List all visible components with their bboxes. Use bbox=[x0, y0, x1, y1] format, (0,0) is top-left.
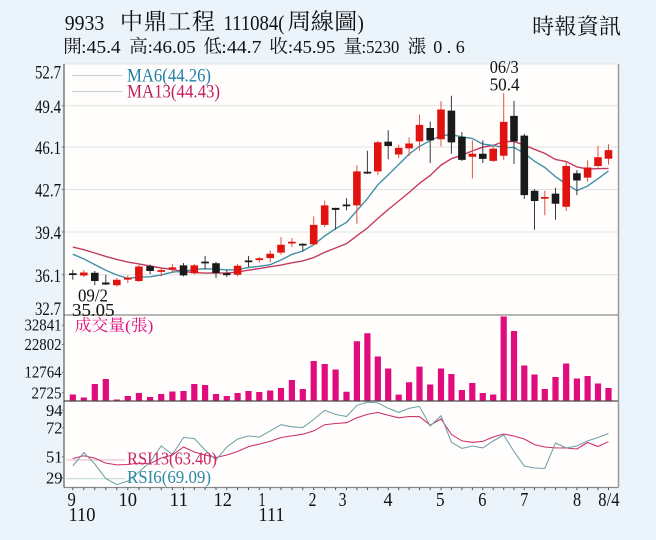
svg-text:2: 2 bbox=[309, 489, 317, 511]
svg-text:9933: 9933 bbox=[65, 11, 105, 35]
svg-text:32.7: 32.7 bbox=[35, 299, 61, 320]
svg-text:36.1: 36.1 bbox=[35, 266, 61, 287]
svg-text:46.1: 46.1 bbox=[35, 138, 61, 159]
svg-text:52.7: 52.7 bbox=[35, 62, 61, 83]
svg-text:9: 9 bbox=[68, 489, 76, 511]
svg-text:3: 3 bbox=[339, 489, 347, 511]
svg-text:(: ( bbox=[125, 318, 131, 335]
svg-text:1: 1 bbox=[259, 489, 266, 511]
svg-text::44.7: :44.7 bbox=[221, 37, 261, 57]
svg-text:MA6(44.26): MA6(44.26) bbox=[127, 67, 211, 87]
svg-text:8: 8 bbox=[573, 489, 581, 511]
svg-text:6: 6 bbox=[478, 489, 486, 511]
svg-text::45.95: :45.95 bbox=[288, 37, 335, 57]
svg-text:09/2: 09/2 bbox=[78, 286, 108, 306]
svg-text:MA13(44.43): MA13(44.43) bbox=[127, 83, 220, 103]
svg-text::45.4: :45.4 bbox=[81, 37, 121, 57]
svg-text:42.7: 42.7 bbox=[35, 181, 61, 202]
svg-text:12764: 12764 bbox=[25, 363, 62, 382]
svg-text:8/4: 8/4 bbox=[598, 489, 619, 511]
svg-text:29: 29 bbox=[46, 469, 63, 488]
svg-text:10: 10 bbox=[119, 489, 138, 511]
svg-text:): ) bbox=[148, 318, 154, 335]
svg-text:111: 111 bbox=[259, 504, 285, 526]
svg-text:35.05: 35.05 bbox=[72, 300, 115, 320]
svg-text:32841: 32841 bbox=[25, 316, 62, 335]
svg-text:7: 7 bbox=[520, 489, 528, 511]
svg-text:94: 94 bbox=[46, 401, 63, 420]
svg-text:11: 11 bbox=[170, 489, 189, 511]
svg-text:RSI13(63.40): RSI13(63.40) bbox=[127, 449, 217, 469]
svg-text:110: 110 bbox=[69, 504, 96, 526]
svg-text:50.4: 50.4 bbox=[490, 75, 520, 95]
svg-text:49.4: 49.4 bbox=[35, 97, 61, 118]
svg-text:111084(: 111084( bbox=[224, 11, 285, 35]
svg-text:RSI6(69.09): RSI6(69.09) bbox=[127, 467, 211, 487]
svg-text:): ) bbox=[357, 11, 364, 35]
svg-text:5: 5 bbox=[436, 489, 445, 511]
svg-text::5230: :5230 bbox=[362, 37, 400, 57]
svg-text:06/3: 06/3 bbox=[490, 57, 519, 77]
svg-text:22802: 22802 bbox=[25, 335, 62, 354]
svg-text::46.05: :46.05 bbox=[148, 37, 196, 57]
svg-text:2725: 2725 bbox=[32, 383, 62, 402]
svg-text:4: 4 bbox=[384, 489, 393, 511]
svg-text:51: 51 bbox=[46, 448, 63, 467]
svg-text:39.4: 39.4 bbox=[35, 223, 61, 244]
svg-text:12: 12 bbox=[214, 489, 233, 511]
svg-text:72: 72 bbox=[46, 419, 63, 438]
svg-text:0.6: 0.6 bbox=[433, 37, 469, 57]
